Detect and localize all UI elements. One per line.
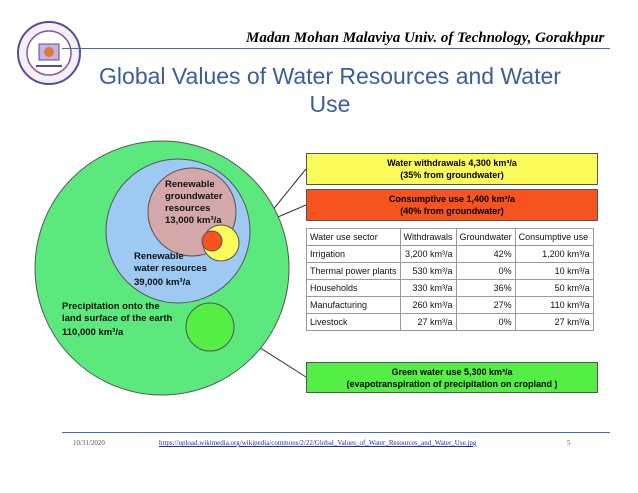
header-divider [62, 48, 610, 49]
table-row: Irrigation 3,200 km³/a 42% 1,200 km³/a [306, 245, 594, 263]
table-cell: 27 km³/a [399, 313, 457, 331]
precipitation-label: Precipitation onto the land surface of t… [62, 301, 175, 338]
table-cell: 1,200 km³/a [514, 245, 594, 263]
university-logo [16, 20, 82, 86]
footer-divider [62, 432, 610, 433]
table-cell: 42% [455, 245, 516, 263]
table-cell: 50 km³/a [514, 279, 594, 297]
table-cell: 36% [455, 279, 516, 297]
green-water-value: Green water use 5,300 km³/a [391, 367, 513, 377]
table-header-cell: Withdrawals [399, 228, 457, 246]
page-number: 5 [567, 439, 571, 447]
green-water-circle [185, 302, 235, 352]
withdrawals-box: Water withdrawals 4,300 km³/a (35% from … [306, 153, 598, 185]
withdrawals-note: (35% from groundwater) [400, 170, 504, 180]
table-cell: 10 km³/a [514, 262, 594, 280]
table-cell: 27% [455, 296, 516, 314]
slide-title: Global Values of Water Resources and Wat… [99, 63, 561, 117]
table-cell: 110 km³/a [514, 296, 594, 314]
table-cell: 330 km³/a [399, 279, 457, 297]
table-cell: 0% [455, 262, 516, 280]
renewable-water-label: Renewable water resources 39,000 km³/a [133, 251, 210, 288]
table-cell: Livestock [306, 313, 401, 331]
withdrawals-value: Water withdrawals 4,300 km³/a [387, 158, 517, 168]
source-link[interactable]: https://upload.wikimedia.org/wikipedia/c… [159, 439, 477, 447]
table-cell: 3,200 km³/a [399, 245, 457, 263]
table-row: Thermal power plants 530 km³/a 0% 10 km³… [306, 262, 594, 280]
table-cell: Irrigation [306, 245, 401, 263]
table-cell: Thermal power plants [306, 262, 401, 280]
table-cell: Households [306, 279, 401, 297]
table-cell: 530 km³/a [399, 262, 457, 280]
consumptive-box: Consumptive use 1,400 km³/a (40% from gr… [306, 189, 598, 221]
table-row: Livestock 27 km³/a 0% 27 km³/a [306, 313, 594, 331]
footer-date: 10/31/2020 [73, 439, 105, 447]
table-cell: 0% [455, 313, 516, 331]
water-use-table: Water use sector Withdrawals Groundwater… [306, 228, 594, 331]
table-header-cell: Consumptive use [514, 228, 594, 246]
table-row: Households 330 km³/a 36% 50 km³/a [306, 279, 594, 297]
consumptive-value: Consumptive use 1,400 km³/a [388, 194, 516, 204]
table-row: Manufacturing 260 km³/a 27% 110 km³/a [306, 296, 594, 314]
consumptive-circle [201, 230, 223, 252]
university-name: Madan Mohan Malaviya Univ. of Technology… [246, 30, 605, 46]
green-water-note: (evapotranspiration of precipitation on … [346, 379, 558, 389]
table-cell: 260 km³/a [399, 296, 457, 314]
table-header-cell: Groundwater [455, 228, 516, 246]
table-header-row: Water use sector Withdrawals Groundwater… [306, 228, 594, 246]
groundwater-label: Renewable groundwater resources 13,000 k… [165, 179, 225, 226]
green-water-box: Green water use 5,300 km³/a (evapotransp… [306, 362, 598, 393]
consumptive-note: (40% from groundwater) [400, 206, 504, 216]
table-header-cell: Water use sector [306, 228, 401, 246]
table-cell: Manufacturing [306, 296, 401, 314]
table-cell: 27 km³/a [514, 313, 594, 331]
